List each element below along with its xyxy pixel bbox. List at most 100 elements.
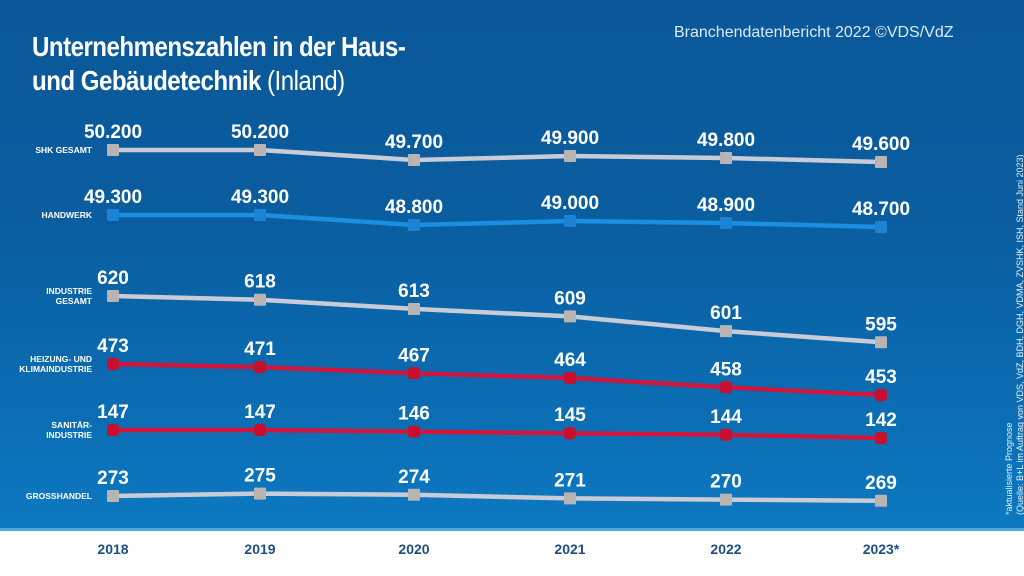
data-label: 471 [244,339,276,360]
series-label-line: INDUSTRIE [46,430,92,440]
data-label: 620 [97,268,129,289]
source-credit: Branchendatenbericht 2022 ©VDS/VdZ [674,24,954,41]
data-label: 142 [865,410,897,431]
data-point-marker [564,215,576,227]
data-label: 464 [554,350,586,371]
data-point-marker [720,493,732,506]
data-label: 147 [244,402,276,423]
data-point-marker [875,336,887,349]
series-line [112,491,882,504]
data-label: 271 [554,470,586,491]
series-2: 620 618 613 609 601 595 [97,268,897,349]
series-line [113,212,882,230]
data-point-marker [875,221,887,233]
data-label: 48.900 [697,195,755,216]
data-label: 270 [710,472,742,493]
title-line-2-bold: und Gebäudetechnik [32,65,261,96]
series-label: SHK GESAMT [35,145,92,155]
series-label-line: INDUSTRIE [46,286,92,296]
x-tick-label: 2018 [97,541,129,557]
series-label: HANDWERK [41,210,92,220]
data-point-marker [875,389,887,401]
data-label: 147 [97,402,129,423]
data-point-marker [254,209,266,221]
data-label: 48.700 [852,199,910,220]
data-point-marker [107,209,119,221]
title-region: (Inland) [267,65,345,96]
series-label-line: GROSSHANDEL [25,491,92,501]
series-label-line: SANITÄR- [51,420,92,430]
data-point-marker [107,358,119,370]
series-label-line: KLIMAINDUSTRIE [19,364,92,374]
data-label: 613 [398,281,430,302]
data-label: 49.300 [231,187,289,208]
x-tick-label: 2019 [244,541,276,557]
x-tick-label: 2021 [554,541,586,557]
data-point-marker [564,427,576,440]
data-label: 49.600 [852,134,910,155]
series-label: GROSSHANDEL [26,491,92,501]
data-label: 49.000 [541,193,599,214]
chart-title: Unternehmenszahlen in der Haus- und Gebä… [32,30,406,98]
data-label: 618 [244,272,276,293]
chart-background [0,0,1024,530]
data-point-marker [564,492,576,505]
series-label: HEIZUNG- UND KLIMAINDUSTRIE [19,354,92,374]
data-point-marker [720,325,732,338]
data-point-marker [720,217,732,229]
series-line [113,427,882,441]
series-line [113,147,882,165]
x-tick-label: 2023* [862,541,900,557]
data-label: 467 [398,345,430,366]
data-label: 269 [865,473,897,494]
data-label: 50.200 [84,122,142,143]
data-label: 49.800 [697,130,755,151]
data-point-marker [107,144,119,156]
series-5: 273 275 274 271 270 269 [97,466,897,507]
data-label: 145 [554,405,586,426]
data-label: 49.700 [385,132,443,153]
series-0: 50.200 50.200 49.700 49.900 49.800 49.600 [84,122,910,168]
series-label-line: SHK GESAMT [35,145,92,155]
data-point-marker [107,424,119,436]
data-label: 48.800 [385,197,443,218]
footnote-source: (Quelle: B+L im Auftrag von VDS, VdZ, BD… [1015,154,1024,515]
series-label: INDUSTRIE GESAMT [46,286,92,306]
data-label: 453 [865,367,897,388]
title-line-2: und Gebäudetechnik (Inland) [32,64,405,98]
data-point-marker [107,490,119,502]
data-label: 146 [398,404,430,425]
data-point-marker [875,494,887,507]
data-label: 275 [244,466,276,487]
series-3: 473 471 467 464 458 453 [97,336,897,401]
data-label: 144 [710,407,742,428]
data-label: 601 [710,303,742,324]
data-label: 609 [554,288,586,309]
data-point-marker [254,293,266,306]
data-label: 49.900 [541,128,599,149]
data-label: 50.200 [231,122,289,143]
footnote: *aktualisierte Prognose (Quelle: B+L im … [1004,154,1024,515]
data-point-marker [720,428,732,441]
x-tick-label: 2022 [710,541,742,557]
data-point-marker [408,367,420,380]
data-label: 458 [710,359,742,380]
data-point-marker [564,150,576,162]
data-point-marker [875,432,887,444]
data-point-marker [254,424,266,436]
series-1: 49.300 49.300 48.800 49.000 48.900 48.700 [84,187,910,233]
series-4: 147 147 146 145 144 142 [97,402,897,444]
data-point-marker [720,152,732,164]
data-point-marker [408,425,420,438]
title-line-1: Unternehmenszahlen in der Haus- [32,31,406,62]
data-label: 273 [97,468,129,489]
data-point-marker [408,488,420,501]
series-label-line: HANDWERK [41,210,92,220]
data-point-marker [875,156,887,168]
data-point-marker [564,371,576,384]
data-point-marker [254,144,266,156]
data-point-marker [720,381,732,394]
data-point-marker [408,219,420,231]
